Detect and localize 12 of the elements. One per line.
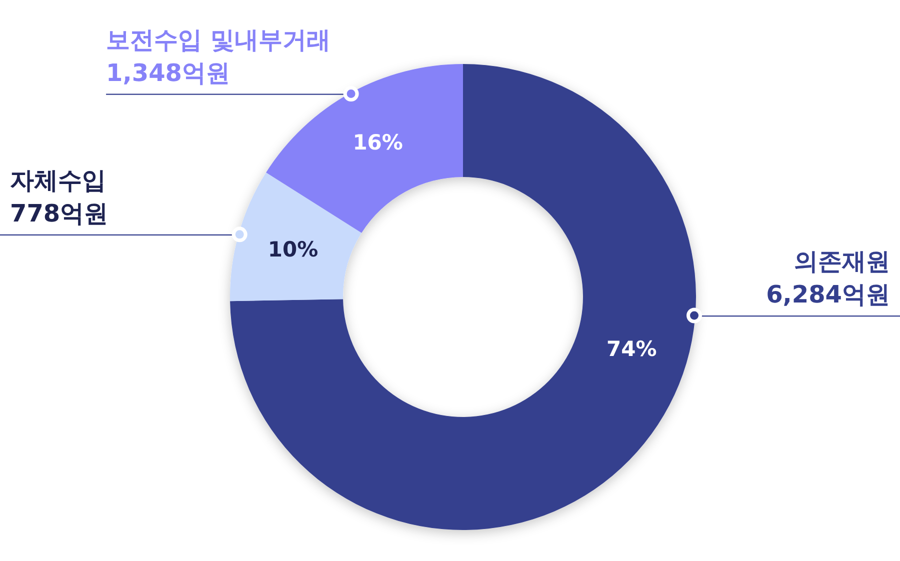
slice-label: 보전수입 및내부거래: [106, 26, 330, 54]
donut-slice: [230, 64, 696, 530]
data-label: 778억원: [10, 199, 108, 228]
slice-label: 의존재원: [794, 248, 890, 276]
text: 16%: [352, 130, 403, 154]
text: 74%: [606, 337, 657, 362]
donut-slice: [266, 64, 463, 233]
donut-slice: [230, 172, 362, 302]
slice-label: 자체수입: [10, 166, 106, 194]
text: 10%: [268, 237, 318, 262]
data-label: 6,284억원: [766, 280, 890, 309]
data-label: 1,348억원: [106, 58, 230, 87]
